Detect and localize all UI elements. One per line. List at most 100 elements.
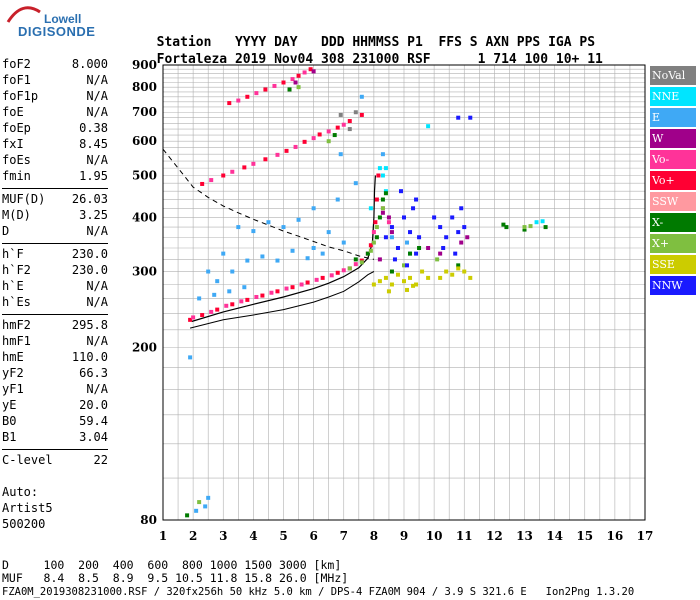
data-point-x xyxy=(522,227,527,232)
param-label: yF2 xyxy=(2,366,24,380)
param-row: MUF(D) 26.03 xyxy=(2,192,108,208)
data-point-nne xyxy=(368,206,373,211)
data-point-vo xyxy=(242,165,247,170)
data-point-nnw xyxy=(389,225,394,230)
auto-version: 500200 xyxy=(2,517,46,531)
data-point-vo xyxy=(290,285,295,290)
data-point-e xyxy=(341,240,346,245)
val-day: Nov04 xyxy=(274,52,314,67)
data-point-x xyxy=(380,206,385,211)
x-tick-label: 15 xyxy=(576,529,593,543)
param-label: foF2 xyxy=(2,57,31,71)
param-row: fxI 8.45 xyxy=(2,137,108,153)
param-label: h`E xyxy=(2,279,24,293)
data-point-e xyxy=(305,256,310,261)
data-point-e xyxy=(275,258,280,263)
data-point-vo xyxy=(269,290,274,295)
hdr-pps: PPS xyxy=(516,35,541,50)
footer-muf-row: MUF 8.4 8.5 8.9 9.5 10.5 11.8 15.8 26.0 … xyxy=(2,571,349,585)
data-point-nnw xyxy=(459,206,464,211)
data-point-sse xyxy=(414,282,419,287)
x-tick-label: 7 xyxy=(340,529,348,543)
data-point-nnw xyxy=(468,115,473,120)
data-point-e xyxy=(326,230,331,235)
param-row: hmF1 N/A xyxy=(2,334,108,350)
data-point-noval xyxy=(338,112,343,117)
data-point-vo xyxy=(200,181,205,186)
data-point-vo xyxy=(260,293,265,298)
data-point-vo xyxy=(236,98,241,103)
hdr-s: S xyxy=(469,35,478,50)
param-row: h`Es N/A xyxy=(2,295,108,311)
data-point-vo xyxy=(373,220,378,225)
data-point-sse xyxy=(383,275,388,280)
data-point-sse xyxy=(377,279,382,284)
data-point-nne xyxy=(540,219,545,224)
chart-points xyxy=(185,67,548,518)
y-tick-label: 700 xyxy=(132,105,157,119)
x-tick-label: 3 xyxy=(219,529,227,543)
data-point-x xyxy=(383,191,388,196)
digisonde-logo: Lowell DIGISONDE xyxy=(4,4,95,40)
footer-distance-row: D 100 200 400 600 800 1000 1500 3000 [km… xyxy=(2,558,342,572)
data-point-sse xyxy=(450,272,455,277)
val-s: 1 xyxy=(477,52,486,67)
logo-arc-icon xyxy=(6,6,41,23)
data-point-e xyxy=(380,152,385,157)
data-point-e xyxy=(206,269,211,274)
param-row: foF2 8.000 xyxy=(2,57,108,73)
data-point-vo xyxy=(245,297,250,302)
data-point-vo xyxy=(200,313,205,318)
data-point-vo xyxy=(209,178,214,183)
val-yyyy: 2019 xyxy=(234,52,267,67)
ionogram-chart: 1 2 3 4 5 6 7 8 9 10 11 12 13 14 15 16 17802003004005006… xyxy=(132,58,653,543)
legend-item: E xyxy=(650,108,696,127)
data-point-x xyxy=(522,225,527,230)
param-value: N/A xyxy=(86,279,108,293)
data-point-sse xyxy=(444,269,449,274)
y-tick-label: 200 xyxy=(132,341,157,355)
data-point-w xyxy=(380,210,385,215)
x-tick-label: 16 xyxy=(607,529,624,543)
data-point-vo xyxy=(284,148,289,153)
chart-grid xyxy=(162,64,646,521)
data-point-vo xyxy=(353,262,358,267)
param-row: fmin 1.95 xyxy=(2,169,108,185)
param-row: foF1p N/A xyxy=(2,89,108,105)
data-point-e xyxy=(242,285,247,290)
data-point-vo xyxy=(221,173,226,178)
data-point-nnw xyxy=(414,251,419,256)
hdr-ddd: DDD xyxy=(321,35,345,50)
data-point-vo xyxy=(263,87,268,92)
x-tick-label: 8 xyxy=(370,529,378,543)
data-point-x xyxy=(380,197,385,202)
param-label: hmF2 xyxy=(2,318,31,332)
data-point-vo xyxy=(254,91,259,96)
param-separator xyxy=(2,243,108,244)
data-point-vo xyxy=(302,70,307,75)
data-point-vo xyxy=(275,152,280,157)
data-point-x xyxy=(528,224,533,229)
legend-item: Vo+ xyxy=(650,171,696,190)
data-point-vo xyxy=(371,230,376,235)
data-point-e xyxy=(405,240,410,245)
data-point-e xyxy=(251,229,256,234)
data-point-vo xyxy=(284,286,289,291)
param-row: foE N/A xyxy=(2,105,108,121)
data-point-sse xyxy=(438,275,443,280)
data-point-x xyxy=(501,222,506,227)
data-point-x xyxy=(353,257,358,262)
data-point-vo xyxy=(341,122,346,127)
data-point-w xyxy=(386,215,391,220)
data-point-x xyxy=(417,245,422,250)
data-point-nne xyxy=(383,166,388,171)
param-value: 1.95 xyxy=(79,169,108,183)
x-tick-label: 12 xyxy=(486,529,503,543)
param-label: foEs xyxy=(2,153,31,167)
data-point-e xyxy=(335,197,340,202)
data-point-vo xyxy=(326,129,331,134)
data-point-x xyxy=(543,225,548,230)
data-point-x xyxy=(402,263,406,268)
param-value: 8.45 xyxy=(79,137,108,151)
data-point-vo xyxy=(290,77,295,82)
